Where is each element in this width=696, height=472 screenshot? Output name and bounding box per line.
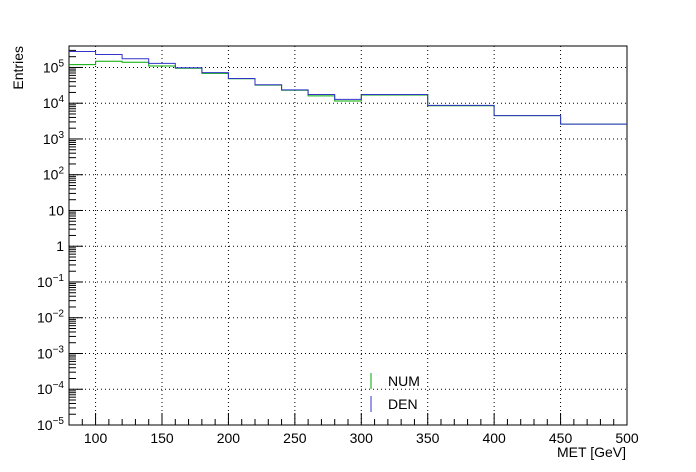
y-tick-label: 103 bbox=[43, 130, 65, 147]
series-line-num bbox=[69, 60, 627, 125]
x-axis-title: MET [GeV] bbox=[557, 444, 626, 460]
y-tick-label: 104 bbox=[43, 94, 65, 111]
y-tick-label: 10−5 bbox=[37, 416, 64, 433]
axis-ticks bbox=[68, 49, 628, 426]
y-tick-label: 102 bbox=[43, 166, 65, 183]
x-tick-label: 300 bbox=[350, 430, 374, 446]
x-tick-label: 400 bbox=[482, 430, 506, 446]
y-tick-label: 10−2 bbox=[37, 309, 64, 326]
x-tick-label: 200 bbox=[217, 430, 241, 446]
grid-lines bbox=[69, 46, 627, 425]
x-tick-labels: 100 150 200 250 300 350 400 450 500 bbox=[84, 430, 639, 446]
legend: NUM DEN bbox=[370, 373, 420, 412]
series-line-den bbox=[69, 51, 627, 125]
series-group bbox=[69, 51, 627, 125]
x-tick-label: 350 bbox=[416, 430, 440, 446]
legend-label-num: NUM bbox=[388, 373, 420, 389]
x-tick-label: 150 bbox=[150, 430, 174, 446]
y-tick-label: 1 bbox=[56, 238, 64, 254]
y-tick-label: 10 bbox=[48, 202, 64, 218]
x-tick-label: 500 bbox=[615, 430, 639, 446]
x-tick-label: 250 bbox=[283, 430, 307, 446]
y-tick-label: 10−4 bbox=[37, 380, 64, 397]
x-tick-label: 450 bbox=[549, 430, 573, 446]
y-tick-label: 105 bbox=[43, 58, 65, 75]
y-axis-title: Entries bbox=[10, 46, 26, 90]
y-tick-label: 10−3 bbox=[37, 344, 64, 361]
plot-frame bbox=[68, 45, 628, 426]
y-tick-label: 10−1 bbox=[37, 273, 64, 290]
legend-label-den: DEN bbox=[388, 396, 418, 412]
x-tick-label: 100 bbox=[84, 430, 108, 446]
y-tick-labels: 10−5 10−4 10−3 10−2 10−1 1 10 102 103 104 105 bbox=[37, 58, 64, 433]
